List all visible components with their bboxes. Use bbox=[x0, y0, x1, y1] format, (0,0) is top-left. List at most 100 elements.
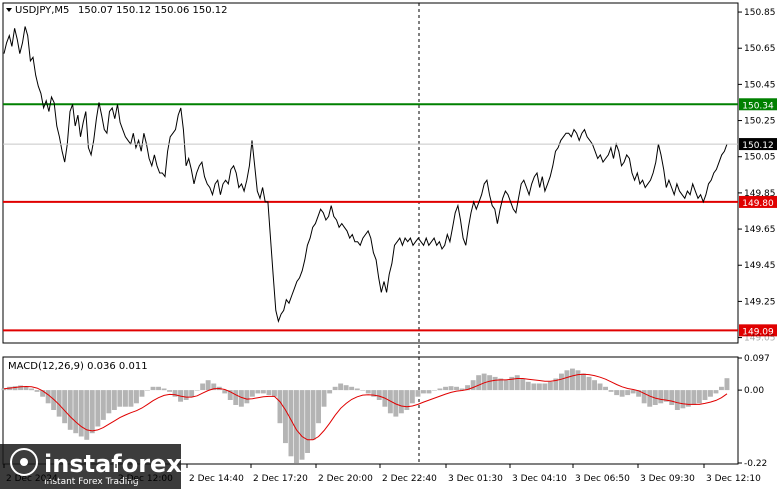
x-tick-label: 3 Dec 12:10 bbox=[706, 474, 761, 484]
macd-y-tick-label: 0.097 bbox=[744, 354, 770, 364]
macd-histogram-bar bbox=[40, 390, 46, 397]
macd-histogram-bar bbox=[172, 390, 178, 397]
macd-histogram-bar bbox=[476, 375, 482, 391]
macd-histogram-bar bbox=[139, 390, 145, 397]
macd-histogram-bar bbox=[233, 390, 239, 405]
instaforex-logo-icon bbox=[10, 448, 38, 476]
macd-histogram-bar bbox=[23, 386, 29, 391]
macd-histogram-bar bbox=[459, 388, 465, 391]
macd-histogram-bar bbox=[244, 390, 250, 404]
macd-histogram-bar bbox=[492, 376, 498, 391]
macd-histogram-bar bbox=[696, 390, 702, 404]
macd-histogram-bar bbox=[167, 390, 172, 392]
macd-histogram-bar bbox=[708, 390, 713, 397]
macd-histogram-bar bbox=[592, 380, 597, 391]
macd-histogram-bar bbox=[56, 390, 62, 417]
macd-label: MACD(12,26,9) 0.036 0.011 bbox=[8, 361, 148, 372]
macd-histogram-bar bbox=[398, 390, 404, 414]
level-label: 149.09 bbox=[742, 327, 774, 337]
macd-histogram-bar bbox=[404, 390, 410, 410]
macd-histogram-bar bbox=[84, 390, 90, 440]
y-tick-label: 150.45 bbox=[744, 80, 776, 90]
macd-histogram-bar bbox=[255, 390, 261, 394]
macd-histogram-bar bbox=[724, 378, 730, 391]
macd-histogram-bar bbox=[266, 390, 272, 396]
macd-histogram-bar bbox=[376, 390, 382, 400]
macd-histogram-bar bbox=[443, 386, 448, 391]
macd-histogram-bar bbox=[432, 390, 437, 391]
macd-histogram-bar bbox=[73, 390, 79, 434]
macd-histogram-bar bbox=[305, 390, 310, 453]
y-tick-label: 149.05 bbox=[744, 334, 776, 344]
macd-histogram-bar bbox=[421, 390, 426, 394]
macd-histogram-bar bbox=[249, 390, 255, 397]
price-series-line bbox=[3, 26, 728, 324]
macd-histogram-bar bbox=[288, 390, 294, 457]
macd-histogram-bar bbox=[614, 390, 620, 396]
level-label: 150.34 bbox=[742, 101, 774, 111]
macd-histogram-bar bbox=[570, 368, 575, 391]
macd-histogram-bar bbox=[586, 376, 592, 391]
macd-signal-line bbox=[3, 373, 728, 441]
macd-histogram-bar bbox=[343, 385, 349, 391]
current-price-badge bbox=[739, 138, 777, 151]
macd-histogram-bar bbox=[145, 390, 150, 391]
macd-histogram-bar bbox=[29, 388, 34, 391]
y-tick-label: 150.65 bbox=[744, 44, 776, 54]
macd-histogram-bar bbox=[636, 390, 642, 397]
level-label: 149.80 bbox=[742, 199, 774, 209]
macd-histogram-bar bbox=[34, 390, 40, 392]
level-badge bbox=[739, 324, 777, 337]
watermark-brand: instaforex bbox=[44, 450, 182, 478]
dropdown-triangle-icon[interactable] bbox=[6, 8, 12, 12]
y-tick-label: 150.25 bbox=[744, 117, 776, 127]
macd-histogram-bar bbox=[89, 390, 95, 434]
price-panel[interactable] bbox=[2, 2, 739, 344]
macd-histogram-bar bbox=[150, 386, 156, 391]
macd-histogram-bar bbox=[277, 390, 283, 424]
macd-histogram-bar bbox=[426, 390, 432, 394]
macd-histogram-bar bbox=[189, 390, 195, 397]
macd-histogram-bar bbox=[200, 383, 206, 391]
macd-histogram-bar bbox=[719, 386, 724, 391]
macd-histogram-bar bbox=[509, 376, 515, 391]
macd-histogram-bar bbox=[360, 390, 366, 391]
macd-histogram-bar bbox=[702, 390, 708, 400]
macd-histogram-bar bbox=[321, 390, 327, 407]
macd-y-tick-label: -0.22 bbox=[744, 459, 767, 469]
x-tick-label: 3 Dec 04:10 bbox=[512, 474, 567, 484]
macd-histogram-bar bbox=[272, 390, 277, 397]
ohlc-label: 150.07 150.12 150.06 150.12 bbox=[78, 5, 228, 16]
y-tick-label: 149.25 bbox=[744, 297, 776, 307]
y-tick-label: 150.05 bbox=[744, 153, 776, 163]
macd-histogram-bar bbox=[415, 390, 421, 397]
macd-histogram-bar bbox=[514, 375, 520, 391]
macd-histogram-bar bbox=[674, 390, 680, 410]
macd-histogram-bar bbox=[630, 390, 636, 394]
macd-histogram-bar bbox=[409, 390, 415, 404]
macd-histogram-bar bbox=[437, 388, 443, 391]
macd-histogram-bar bbox=[685, 390, 691, 407]
macd-histogram-bar bbox=[332, 386, 338, 391]
macd-histogram-bar bbox=[62, 390, 68, 424]
macd-histogram-bar bbox=[100, 390, 106, 420]
macd-histogram-bar bbox=[575, 370, 581, 391]
macd-histogram-bar bbox=[310, 390, 316, 440]
macd-histogram-bar bbox=[542, 383, 548, 391]
macd-histogram-bar bbox=[603, 386, 608, 391]
macd-histogram-bar bbox=[45, 390, 51, 404]
macd-histogram-bar bbox=[536, 383, 542, 391]
macd-histogram-bar bbox=[680, 390, 686, 409]
macd-histogram-bar bbox=[663, 390, 669, 402]
macd-histogram-bar bbox=[487, 375, 493, 391]
macd-histogram-bar bbox=[525, 381, 531, 391]
level-badge bbox=[739, 195, 777, 208]
level-badge bbox=[739, 98, 777, 111]
macd-histogram-bar bbox=[658, 390, 664, 404]
macd-histogram-bar bbox=[365, 390, 371, 394]
macd-histogram-bar bbox=[222, 390, 228, 394]
macd-histogram-bar bbox=[454, 386, 459, 391]
macd-histogram-bar bbox=[194, 390, 200, 391]
macd-histogram-bar bbox=[669, 390, 675, 405]
